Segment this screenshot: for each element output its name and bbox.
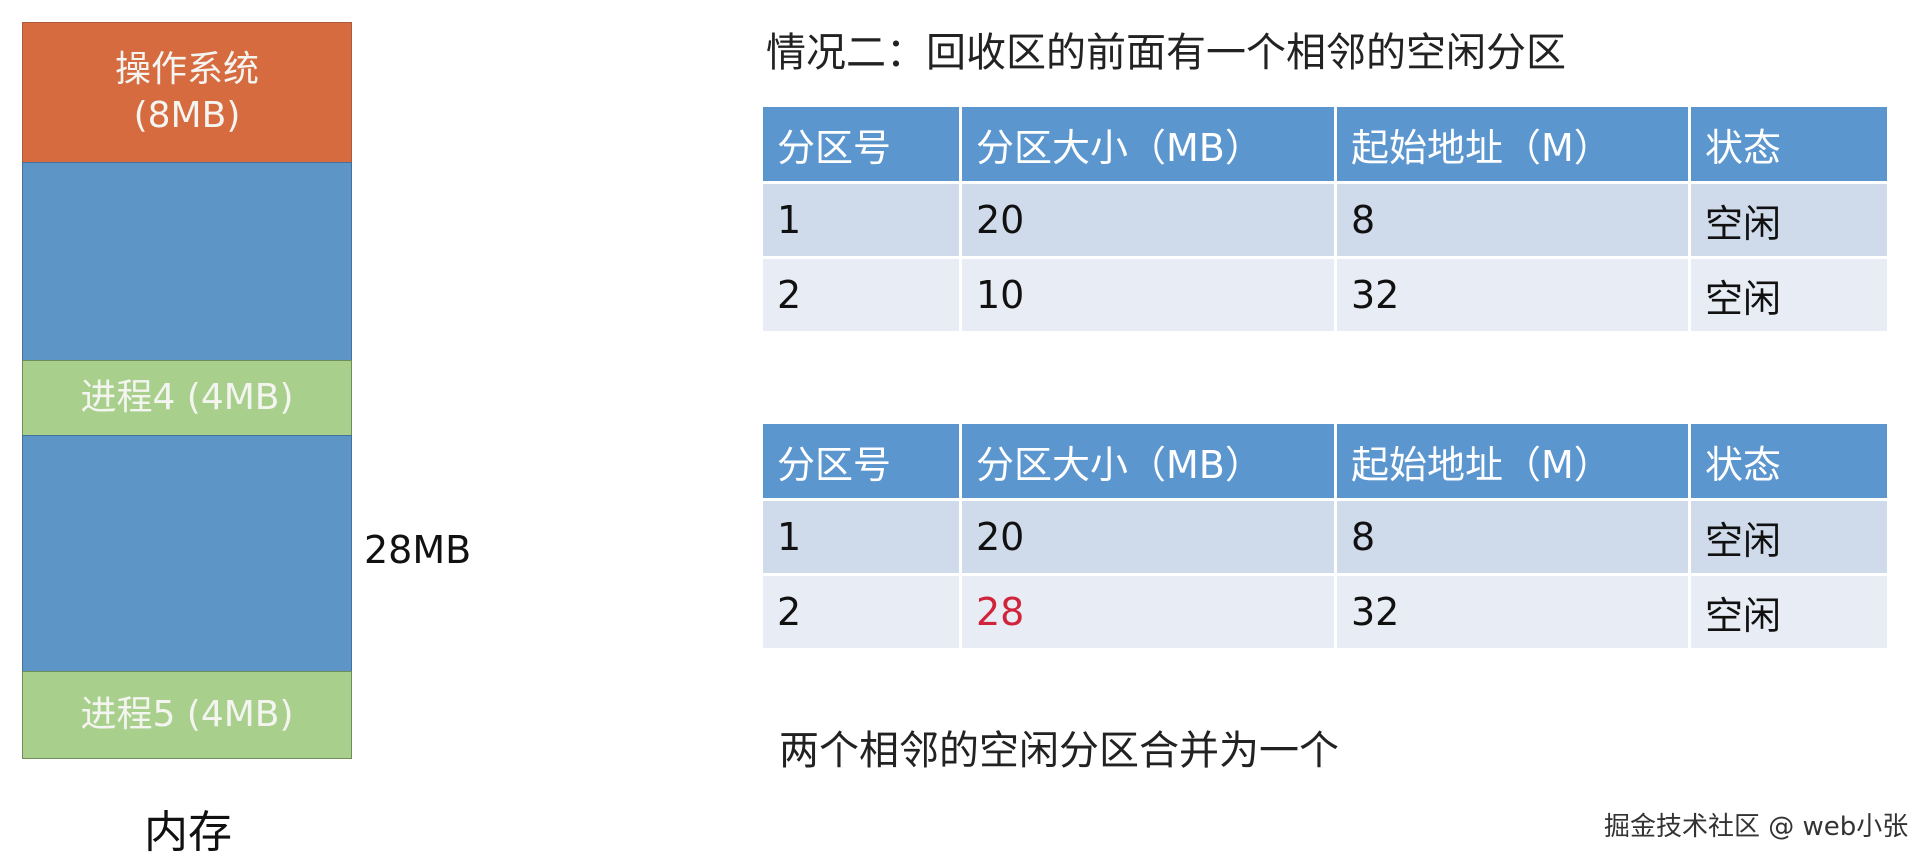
free-block-2 (22, 435, 352, 672)
table-row: 2 28 32 空闲 (763, 576, 1887, 648)
cell: 20 (962, 184, 1334, 256)
cell: 20 (962, 501, 1334, 573)
header-cell: 状态 (1691, 107, 1887, 181)
header-cell: 起始地址（M） (1337, 424, 1688, 498)
header-cell: 分区号 (763, 107, 959, 181)
table-row: 1 20 8 空闲 (763, 184, 1887, 256)
partition-table-after: 分区号 分区大小（MB） 起始地址（M） 状态 1 20 8 空闲 2 28 3… (760, 421, 1890, 651)
cell: 空闲 (1691, 259, 1887, 331)
cell: 8 (1337, 184, 1688, 256)
header-cell: 状态 (1691, 424, 1887, 498)
header-cell: 起始地址（M） (1337, 107, 1688, 181)
table-header: 分区号 分区大小（MB） 起始地址（M） 状态 (763, 424, 1887, 498)
cell: 1 (763, 184, 959, 256)
cell: 空闲 (1691, 576, 1887, 648)
process4-block: 进程4 (4MB) (22, 360, 352, 436)
header-cell: 分区大小（MB） (962, 107, 1334, 181)
header-cell: 分区号 (763, 424, 959, 498)
os-label: 操作系统 (114, 48, 259, 90)
cell: 空闲 (1691, 501, 1887, 573)
os-size: (8MB) (133, 94, 241, 136)
cell: 10 (962, 259, 1334, 331)
table-row: 1 20 8 空闲 (763, 501, 1887, 573)
cell: 2 (763, 576, 959, 648)
free-size-label: 28MB (364, 528, 472, 572)
process4-label: 进程4 (4MB) (80, 377, 294, 418)
cell: 2 (763, 259, 959, 331)
cell: 空闲 (1691, 184, 1887, 256)
free-block-1 (22, 162, 352, 361)
cell: 32 (1337, 259, 1688, 331)
header-cell: 分区大小（MB） (962, 424, 1334, 498)
table-row: 2 10 32 空闲 (763, 259, 1887, 331)
process5-block: 进程5 (4MB) (22, 671, 352, 759)
table-header: 分区号 分区大小（MB） 起始地址（M） 状态 (763, 107, 1887, 181)
partition-table-before: 分区号 分区大小（MB） 起始地址（M） 状态 1 20 8 空闲 2 10 3… (760, 104, 1890, 334)
cell: 1 (763, 501, 959, 573)
watermark: 掘金技术社区 @ web小张 (1604, 812, 1909, 842)
cell: 8 (1337, 501, 1688, 573)
merge-note: 两个相邻的空闲分区合并为一个 (779, 728, 1339, 774)
memory-caption: 内存 (144, 807, 232, 858)
slide-title: 情况二：回收区的前面有一个相邻的空闲分区 (766, 30, 1566, 76)
os-block: 操作系统 (8MB) (22, 22, 352, 163)
process5-label: 进程5 (4MB) (80, 694, 294, 735)
cell: 32 (1337, 576, 1688, 648)
highlighted-merged-size: 28 (962, 576, 1334, 648)
